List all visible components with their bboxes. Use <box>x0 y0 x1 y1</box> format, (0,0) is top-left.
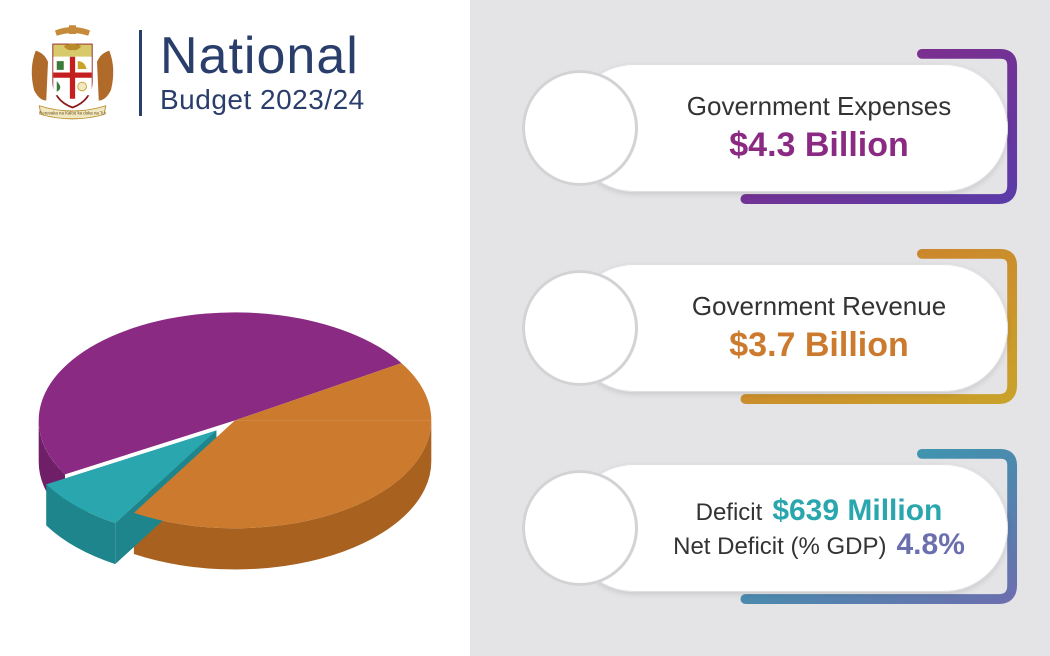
deficit-value: $639 Million <box>772 494 942 528</box>
card-expenses: Government Expenses $4.3 Billion E <box>510 48 1020 208</box>
page-subtitle: Budget 2023/24 <box>160 84 365 116</box>
card-value: $3.7 Billion <box>729 326 909 365</box>
coat-of-arms-icon: Rerevaka na Kalou ka doka na Tui <box>20 20 125 125</box>
card-deficit: Deficit $639 Million Net Deficit (% GDP)… <box>510 448 1020 608</box>
card-badge: E <box>530 78 630 178</box>
net-deficit-value: 4.8% <box>896 528 964 562</box>
deficit-row-1: Deficit $639 Million <box>696 494 943 528</box>
card-badge: R <box>530 278 630 378</box>
card-badge: D <box>530 478 630 578</box>
card-revenue: Government Revenue $3.7 Billion R <box>510 248 1020 408</box>
left-panel: Rerevaka na Kalou ka doka na Tui Nationa… <box>0 0 470 656</box>
deficit-row-2: Net Deficit (% GDP) 4.8% <box>673 528 965 562</box>
card-label: Government Revenue <box>692 291 946 322</box>
deficit-label: Deficit <box>696 499 763 527</box>
svg-text:Rerevaka na Kalou ka doka na T: Rerevaka na Kalou ka doka na Tui <box>39 111 106 116</box>
right-panel: Government Expenses $4.3 Billion E Gover… <box>470 0 1050 656</box>
page-title: National <box>160 30 365 82</box>
card-label: Government Expenses <box>687 91 951 122</box>
title-block: National Budget 2023/24 <box>139 30 365 116</box>
pie-chart <box>0 196 470 626</box>
header: Rerevaka na Kalou ka doka na Tui Nationa… <box>20 20 450 125</box>
card-value: $4.3 Billion <box>729 126 909 165</box>
net-deficit-label: Net Deficit (% GDP) <box>673 533 886 561</box>
